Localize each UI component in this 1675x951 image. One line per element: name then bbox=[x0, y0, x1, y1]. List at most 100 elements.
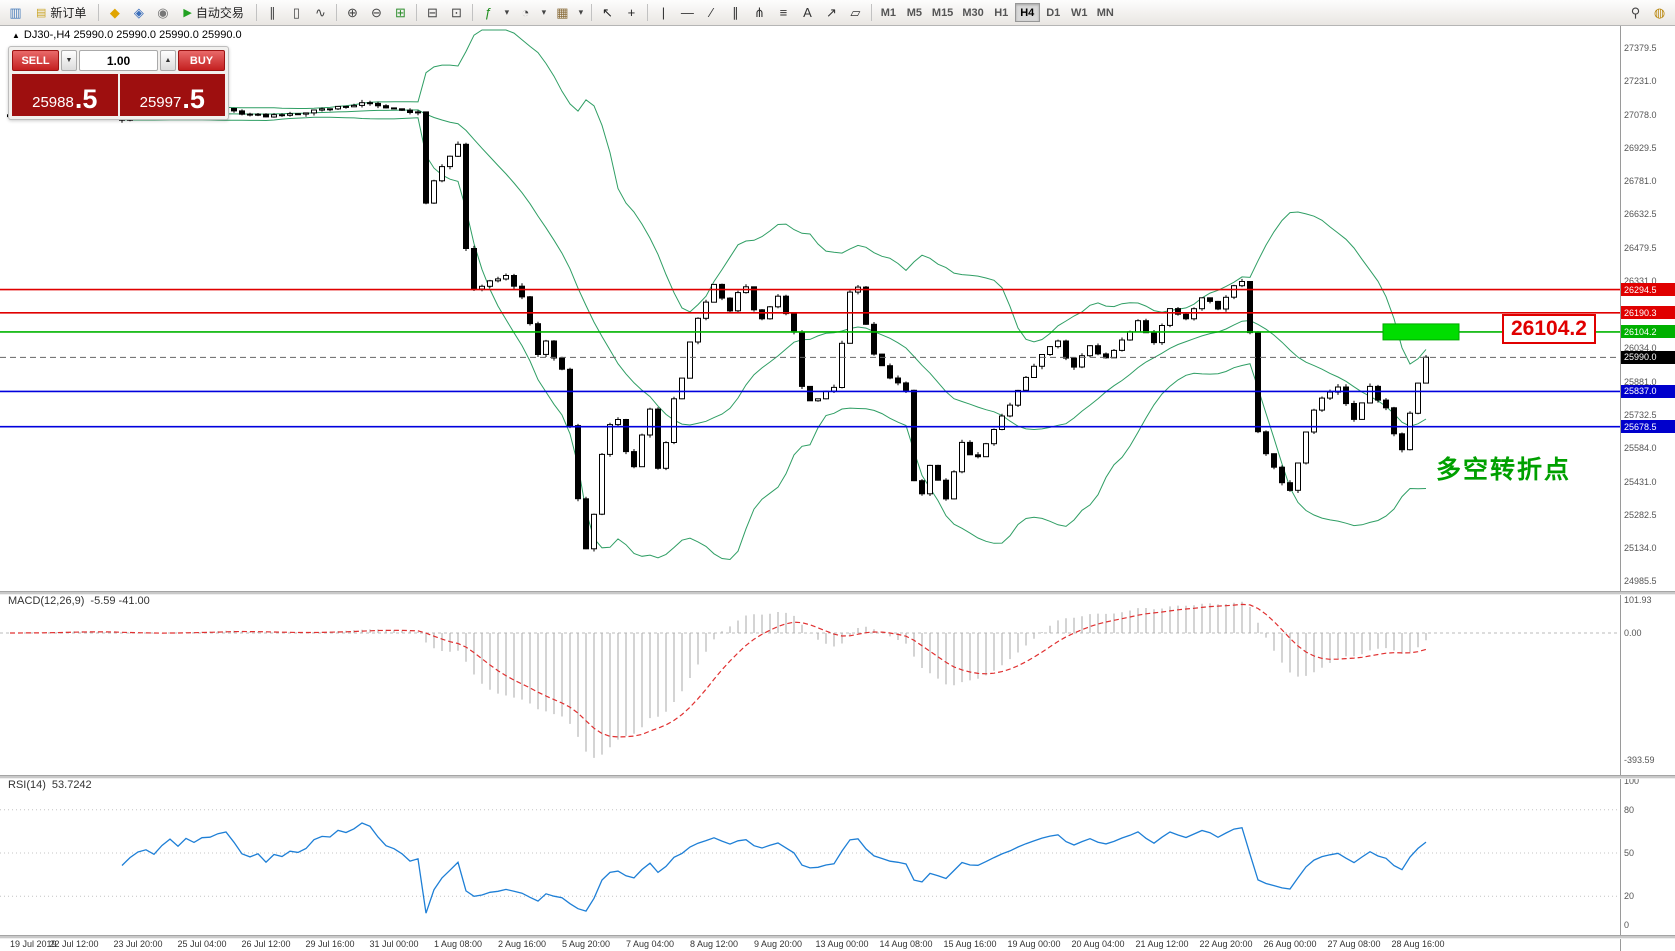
toolbar-separator bbox=[646, 4, 648, 21]
rsi-indicator-label: RSI(14) 53.7242 bbox=[8, 779, 98, 791]
rsi-value: 53.7242 bbox=[51, 779, 92, 791]
periods-dropdown-icon[interactable]: ▾ bbox=[538, 2, 550, 23]
new-chart-icon[interactable]: ▥ bbox=[4, 2, 27, 23]
support-line-1-tag: 25837.0 bbox=[1621, 384, 1675, 398]
search-icon[interactable]: ⚲ bbox=[1624, 2, 1647, 23]
price-axis-label: 27379.5 bbox=[1624, 43, 1657, 53]
time-axis-label: 7 Aug 04:00 bbox=[625, 939, 675, 949]
sell-price-display[interactable]: 25988.5 bbox=[12, 74, 118, 116]
line-chart-icon[interactable]: ∿ bbox=[309, 2, 332, 23]
auto-trading-button[interactable]: ▶ 自动交易 bbox=[175, 2, 251, 23]
community-icon[interactable]: ◍ bbox=[1648, 2, 1671, 23]
toolbar-separator bbox=[471, 4, 473, 21]
toolbar-separator bbox=[590, 4, 592, 21]
timeframe-W1[interactable]: W1 bbox=[1067, 3, 1092, 22]
time-axis-label: 22 Jul 12:00 bbox=[49, 939, 99, 949]
time-axis[interactable]: 19 Jul 2019 22 Jul 12:00 23 Jul 20:00 25 Ju… bbox=[0, 937, 1620, 951]
new-order-button[interactable]: ▤ 新订单 bbox=[28, 2, 94, 23]
fibonacci-icon[interactable]: ≡ bbox=[772, 2, 795, 23]
price-axis-label: 26331.0 bbox=[1624, 276, 1657, 287]
cascade-windows-icon[interactable]: ⊟ bbox=[421, 2, 444, 23]
time-axis-label: 1 Aug 08:00 bbox=[433, 939, 483, 949]
time-axis-label: 19 Aug 00:00 bbox=[1007, 939, 1061, 949]
price-axis[interactable]: 27379.5 27231.0 27078.0 26929.5 26781.0 26632… bbox=[1620, 26, 1675, 951]
sell-price-frac: .5 bbox=[74, 84, 98, 115]
time-axis-label: 5 Aug 20:00 bbox=[561, 939, 611, 949]
channel-icon[interactable]: ∥ bbox=[724, 2, 747, 23]
timeframe-H4[interactable]: H4 bbox=[1014, 3, 1040, 22]
shapes-icon[interactable]: ▱ bbox=[844, 2, 867, 23]
macd-signal-line bbox=[10, 603, 1427, 738]
time-axis-label: 2 Aug 16:00 bbox=[497, 939, 547, 949]
timeframe-H1[interactable]: H1 bbox=[989, 3, 1014, 22]
timeframe-D1[interactable]: D1 bbox=[1041, 3, 1066, 22]
toolbar-separator bbox=[98, 4, 100, 21]
price-axis-label: 25134.0 bbox=[1624, 542, 1657, 553]
current-price-line-tag: 25990.0 bbox=[1621, 350, 1675, 364]
candlestick-chart-icon[interactable]: ▯ bbox=[285, 2, 308, 23]
rsi-panel-separator[interactable] bbox=[0, 775, 1675, 779]
timeframe-M5[interactable]: M5 bbox=[902, 3, 927, 22]
horizontal-line-icon[interactable]: — bbox=[676, 2, 699, 23]
buy-price-frac: .5 bbox=[182, 84, 205, 115]
market-watch-icon[interactable]: ◆ bbox=[103, 2, 126, 23]
timeframe-M1[interactable]: M1 bbox=[876, 3, 901, 22]
highlight-zone[interactable] bbox=[1382, 323, 1460, 341]
vertical-line-icon[interactable]: | bbox=[652, 2, 675, 23]
auto-trading-button-label: 自动交易 bbox=[195, 6, 244, 20]
trendline-icon[interactable]: ∕ bbox=[700, 2, 723, 23]
periods-icon[interactable]: ◔ bbox=[514, 2, 537, 23]
price-axis-label: 25732.5 bbox=[1624, 409, 1657, 420]
macd-axis-label: 0.00 bbox=[1624, 628, 1642, 638]
time-axis-label: 23 Jul 20:00 bbox=[113, 939, 163, 949]
templates-dropdown-icon[interactable]: ▾ bbox=[575, 2, 587, 23]
key-level-callout[interactable]: 26104.2 bbox=[1502, 314, 1596, 344]
volume-input[interactable] bbox=[79, 50, 158, 71]
time-axis-label: 21 Aug 12:00 bbox=[1135, 939, 1189, 949]
macd-panel-separator[interactable] bbox=[0, 591, 1675, 595]
buy-price-display[interactable]: 25997.5 bbox=[119, 74, 225, 116]
arrow-tool-icon[interactable]: ↗ bbox=[820, 2, 843, 23]
bar-chart-icon[interactable]: ∥ bbox=[261, 2, 284, 23]
price-axis-label: 26034.0 bbox=[1624, 342, 1657, 353]
chart-symbol-info: ▲ DJ30-,H4 25990.0 25990.0 25990.0 25990.… bbox=[8, 29, 246, 41]
zoom-out-icon[interactable]: ⊖ bbox=[365, 2, 388, 23]
arrange-windows-icon[interactable]: ⊡ bbox=[445, 2, 468, 23]
timeframe-MN[interactable]: MN bbox=[1093, 3, 1118, 22]
tile-windows-icon[interactable]: ⊞ bbox=[389, 2, 412, 23]
volume-down-button[interactable]: ▼ bbox=[61, 50, 77, 71]
timeframe-M30[interactable]: M30 bbox=[958, 3, 987, 22]
templates-icon[interactable]: ▦ bbox=[551, 2, 574, 23]
text-label-icon[interactable]: A bbox=[796, 2, 819, 23]
zoom-in-icon[interactable]: ⊕ bbox=[341, 2, 364, 23]
macd-axis-label: 101.93 bbox=[1624, 594, 1652, 605]
rsi-axis-label: 100 bbox=[1624, 776, 1640, 786]
macd-histogram bbox=[25, 601, 1427, 758]
volume-up-button[interactable]: ▲ bbox=[160, 50, 176, 71]
cursor-icon[interactable]: ↖ bbox=[596, 2, 619, 23]
time-axis-label: 31 Jul 00:00 bbox=[369, 939, 419, 949]
price-axis-label: 26929.5 bbox=[1624, 143, 1657, 154]
toolbar-separator bbox=[415, 4, 417, 21]
toolbar-separator bbox=[870, 4, 872, 21]
macd-name: MACD(12,26,9) bbox=[8, 595, 85, 607]
sell-button[interactable]: SELL bbox=[12, 50, 59, 71]
pitchfork-icon[interactable]: ⋔ bbox=[748, 2, 771, 23]
symbol-ohlc-text: DJ30-,H4 25990.0 25990.0 25990.0 25990.0 bbox=[23, 29, 242, 41]
time-axis-label: 22 Aug 20:00 bbox=[1199, 939, 1253, 949]
resistance-line-1-tag: 26294.5 bbox=[1621, 283, 1675, 297]
navigator-icon[interactable]: ◈ bbox=[127, 2, 150, 23]
support-line-2-tag: 25678.5 bbox=[1621, 420, 1675, 434]
indicators-dropdown-icon[interactable]: ▾ bbox=[501, 2, 513, 23]
terminal-icon[interactable]: ◉ bbox=[151, 2, 174, 23]
timeframe-M15[interactable]: M15 bbox=[928, 3, 957, 22]
time-axis-label: 26 Jul 12:00 bbox=[241, 939, 291, 949]
buy-button[interactable]: BUY bbox=[178, 50, 225, 71]
rsi-line bbox=[121, 822, 1427, 914]
price-axis-label: 26479.5 bbox=[1624, 243, 1657, 254]
crosshair-icon[interactable]: + bbox=[620, 2, 643, 23]
indicators-icon[interactable]: ƒ bbox=[477, 2, 500, 23]
chart-menu-icon[interactable]: ▲ bbox=[12, 31, 20, 40]
